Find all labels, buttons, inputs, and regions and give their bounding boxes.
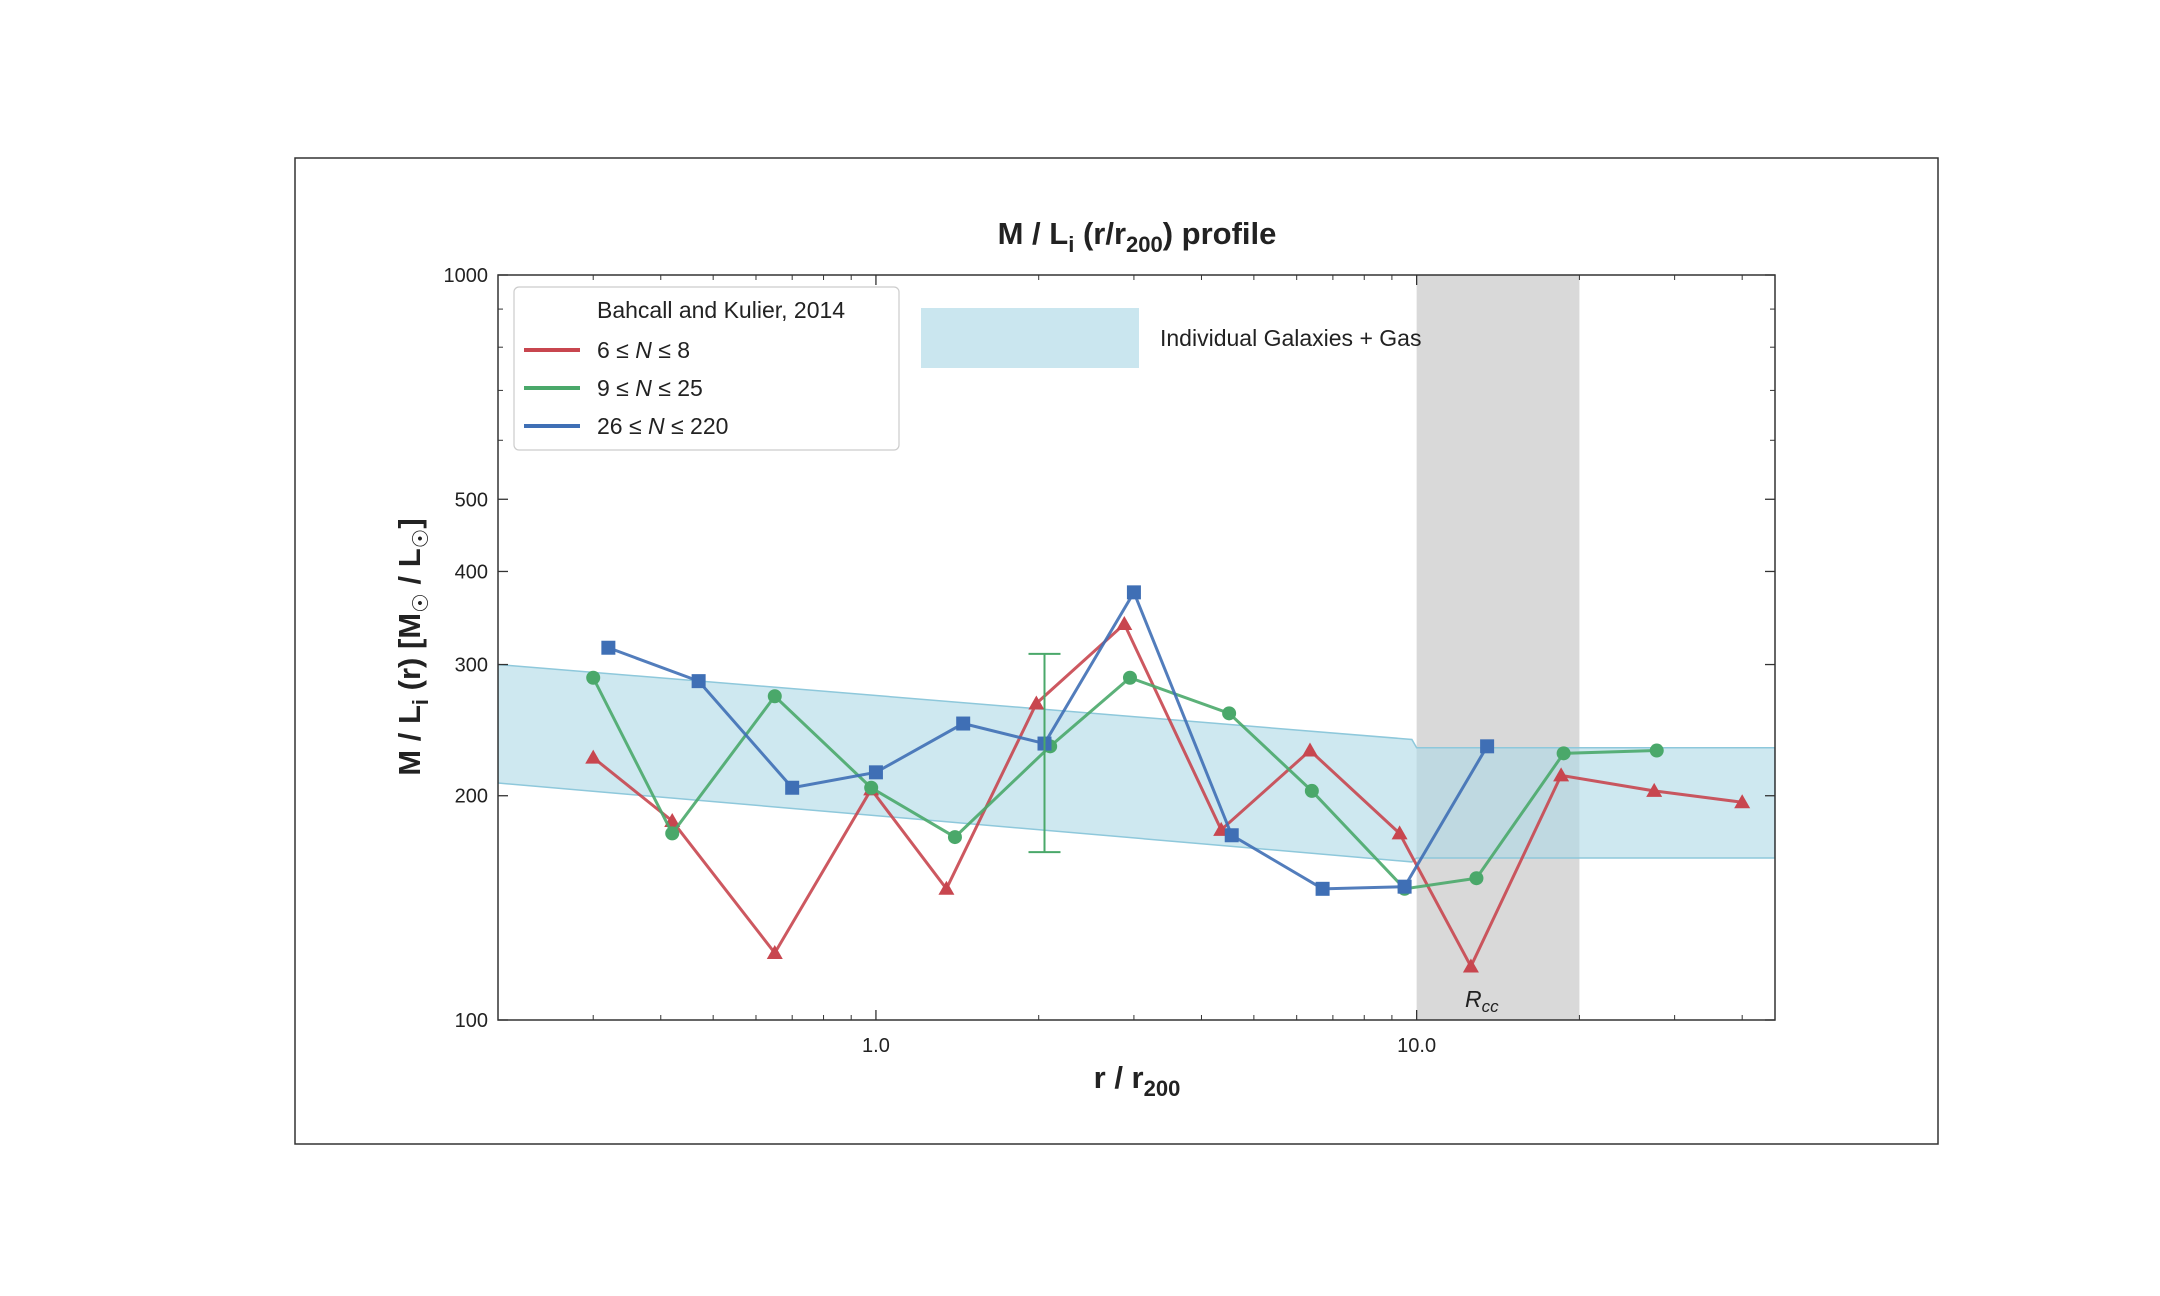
y-tick-label: 200 [455, 786, 488, 808]
x-tick-label: 1.0 [862, 1035, 890, 1057]
y-tick-label: 400 [455, 561, 488, 583]
triangle-marker [766, 945, 783, 960]
circle-marker [1469, 871, 1484, 886]
series-line [592, 621, 1743, 970]
legend-label: 9 ≤ N ≤ 25 [597, 375, 703, 401]
square-marker [785, 780, 800, 795]
square-marker [1480, 739, 1495, 754]
band-legend: Individual Galaxies + Gas [921, 308, 1421, 368]
legend: Bahcall and Kulier, 2014 6 ≤ N ≤ 8 9 ≤ N … [513, 286, 900, 451]
triangle-marker [938, 880, 955, 895]
plot-area [497, 274, 1776, 1021]
x-axis-label: r / r200 [1094, 1060, 1181, 1101]
legend-label: 6 ≤ N ≤ 8 [597, 337, 690, 363]
shaded-region-label: Rcc [1465, 986, 1499, 1016]
y-axis-label: M / Li (r) [M☉ / L☉] [392, 518, 433, 775]
circle-marker [586, 670, 601, 685]
circle-marker [1222, 706, 1237, 721]
band-area [498, 663, 1775, 863]
square-marker [1315, 881, 1330, 896]
triangle-marker [1116, 616, 1133, 631]
series-2 [586, 670, 1664, 896]
triangle-marker [1028, 695, 1045, 710]
triangle-marker [1302, 742, 1319, 757]
square-marker [956, 716, 971, 731]
circle-marker [767, 689, 782, 704]
band-legend-swatch [921, 308, 1139, 368]
square-marker [1397, 879, 1412, 894]
legend-frame [513, 286, 900, 451]
chart-title: M / Li (r/r200) profile [998, 216, 1277, 257]
circle-marker [1649, 743, 1664, 758]
y-tick-label: 300 [455, 655, 488, 677]
square-marker [1126, 585, 1141, 600]
circle-marker [864, 780, 879, 795]
triangle-marker [1734, 794, 1751, 809]
band-legend-label: Individual Galaxies + Gas [1160, 325, 1421, 351]
triangle-marker [585, 749, 602, 764]
shaded-region [1416, 275, 1580, 1020]
circle-marker [1304, 783, 1319, 798]
triangle-marker [1391, 825, 1408, 840]
circle-marker [665, 826, 680, 841]
circle-marker [1122, 670, 1137, 685]
legend-label: 26 ≤ N ≤ 220 [597, 413, 728, 439]
square-marker [601, 640, 616, 655]
square-marker [868, 765, 883, 780]
triangle-marker [1462, 958, 1479, 973]
y-tick-label: 100 [455, 1010, 488, 1032]
triangle-marker [1646, 782, 1663, 797]
circle-marker [1556, 746, 1571, 761]
x-tick-label: 10.0 [1397, 1035, 1436, 1057]
y-tick-label: 1000 [444, 265, 489, 287]
square-marker [691, 674, 706, 689]
square-marker [1224, 828, 1239, 843]
legend-title: Bahcall and Kulier, 2014 [597, 297, 845, 323]
circle-marker [947, 830, 962, 845]
y-tick-label: 500 [455, 489, 488, 511]
triangle-marker [1553, 767, 1570, 782]
